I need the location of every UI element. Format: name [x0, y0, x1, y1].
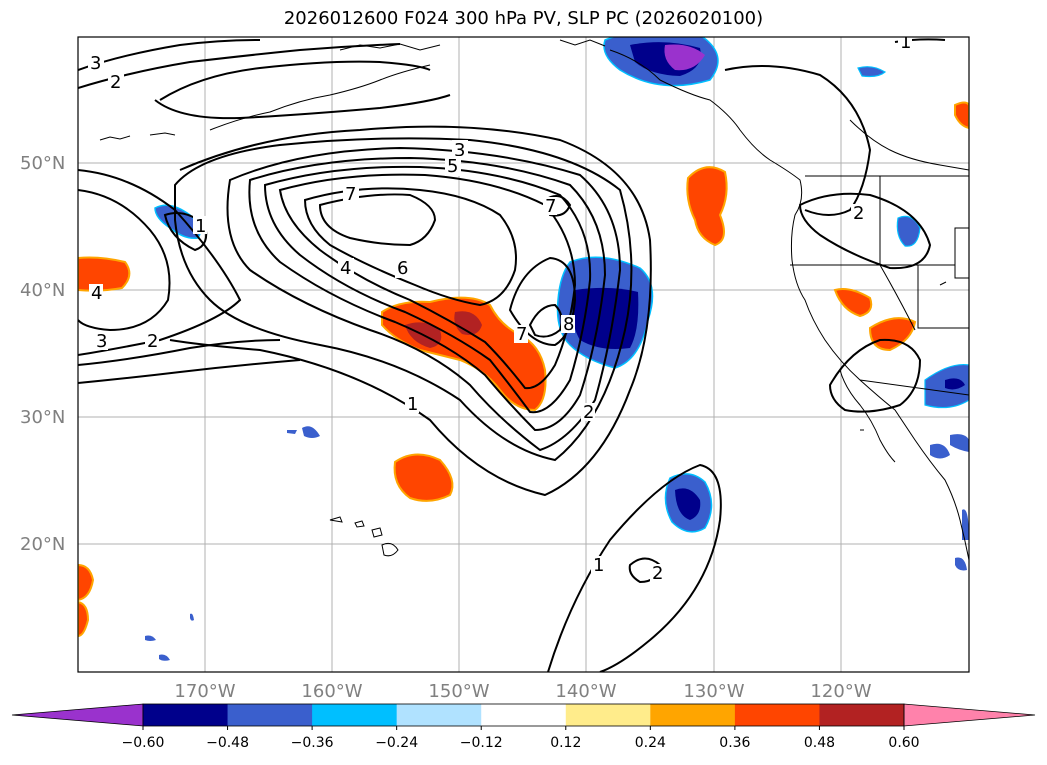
colorbar-tick-label: 0.24: [635, 735, 666, 751]
contour-label: 2: [147, 331, 158, 352]
colorbar-tick-label: −0.36: [291, 735, 334, 751]
colorbar-segment: [819, 704, 905, 726]
contour-label: 2: [652, 563, 663, 584]
lon-label: 160°W: [301, 681, 362, 702]
lon-label: 120°W: [810, 681, 871, 702]
contour-label: 1: [900, 32, 911, 53]
colorbar: −0.60 −0.48 −0.36 −0.24 −0.12 0.12 0.24 0.36 0.4…: [11, 703, 1036, 751]
colorbar-segment: [650, 704, 736, 726]
contour-label: 1: [593, 555, 604, 576]
colorbar-segment: [734, 704, 820, 726]
contour-label: 4: [91, 283, 102, 304]
colorbar-segment: [481, 704, 567, 726]
colorbar-tick-label: −0.48: [206, 735, 249, 751]
colorbar-frame: [142, 703, 905, 727]
pv-positive-anomalies: [78, 101, 969, 638]
contour-label: 2: [583, 402, 594, 423]
lat-label: 50°N: [20, 153, 65, 174]
lon-label: 140°W: [555, 681, 616, 702]
contour-label: 3: [454, 140, 465, 161]
colorbar-tick-label: −0.24: [375, 735, 418, 751]
contour-label: 7: [345, 184, 356, 205]
colorbar-extend-high: [903, 703, 1036, 727]
colorbar-extend-low: [11, 703, 144, 727]
colorbar-tick-label: 0.12: [550, 735, 581, 751]
lat-label: 40°N: [20, 280, 65, 301]
contour-labels: 3 2 3 5 7 7 1 4 6 7 8 4 3 2: [88, 32, 912, 584]
colorbar-segment: [396, 704, 482, 726]
contour-label: 3: [96, 331, 107, 352]
colorbar-segment: [227, 704, 313, 726]
map-title: 2026012600 F024 300 hPa PV, SLP PC (2026…: [283, 8, 764, 29]
contour-label: 4: [340, 258, 351, 279]
lon-label: 130°W: [683, 681, 744, 702]
lon-label: 170°W: [174, 681, 235, 702]
colorbar-segment: [312, 704, 398, 726]
latitude-labels: 50°N 40°N 30°N 20°N: [20, 153, 65, 555]
colorbar-segment: [143, 704, 229, 726]
contour-label: 1: [407, 394, 418, 415]
lat-label: 20°N: [20, 534, 65, 555]
contour-label: 2: [853, 203, 864, 224]
map-frame: [77, 36, 970, 673]
contour-label: 2: [110, 72, 121, 93]
lon-label: 150°W: [428, 681, 489, 702]
contour-label: 5: [447, 156, 458, 177]
contour-label: 8: [563, 314, 574, 335]
lat-label: 30°N: [20, 407, 65, 428]
colorbar-tick-label: 0.60: [888, 735, 919, 751]
contour-label: 6: [397, 258, 408, 279]
contour-label: 7: [545, 196, 556, 217]
colorbar-segment: [565, 704, 651, 726]
colorbar-tick-label: −0.12: [460, 735, 503, 751]
colorbar-tick-label: 0.48: [804, 735, 835, 751]
contour-label: 7: [516, 324, 527, 345]
colorbar-tick-label: 0.36: [719, 735, 750, 751]
longitude-labels: 170°W 160°W 150°W 140°W 130°W 120°W: [174, 681, 871, 702]
colorbar-tick-label: −0.60: [122, 735, 165, 751]
contour-label: 1: [195, 216, 206, 237]
contour-label: 3: [90, 53, 101, 74]
